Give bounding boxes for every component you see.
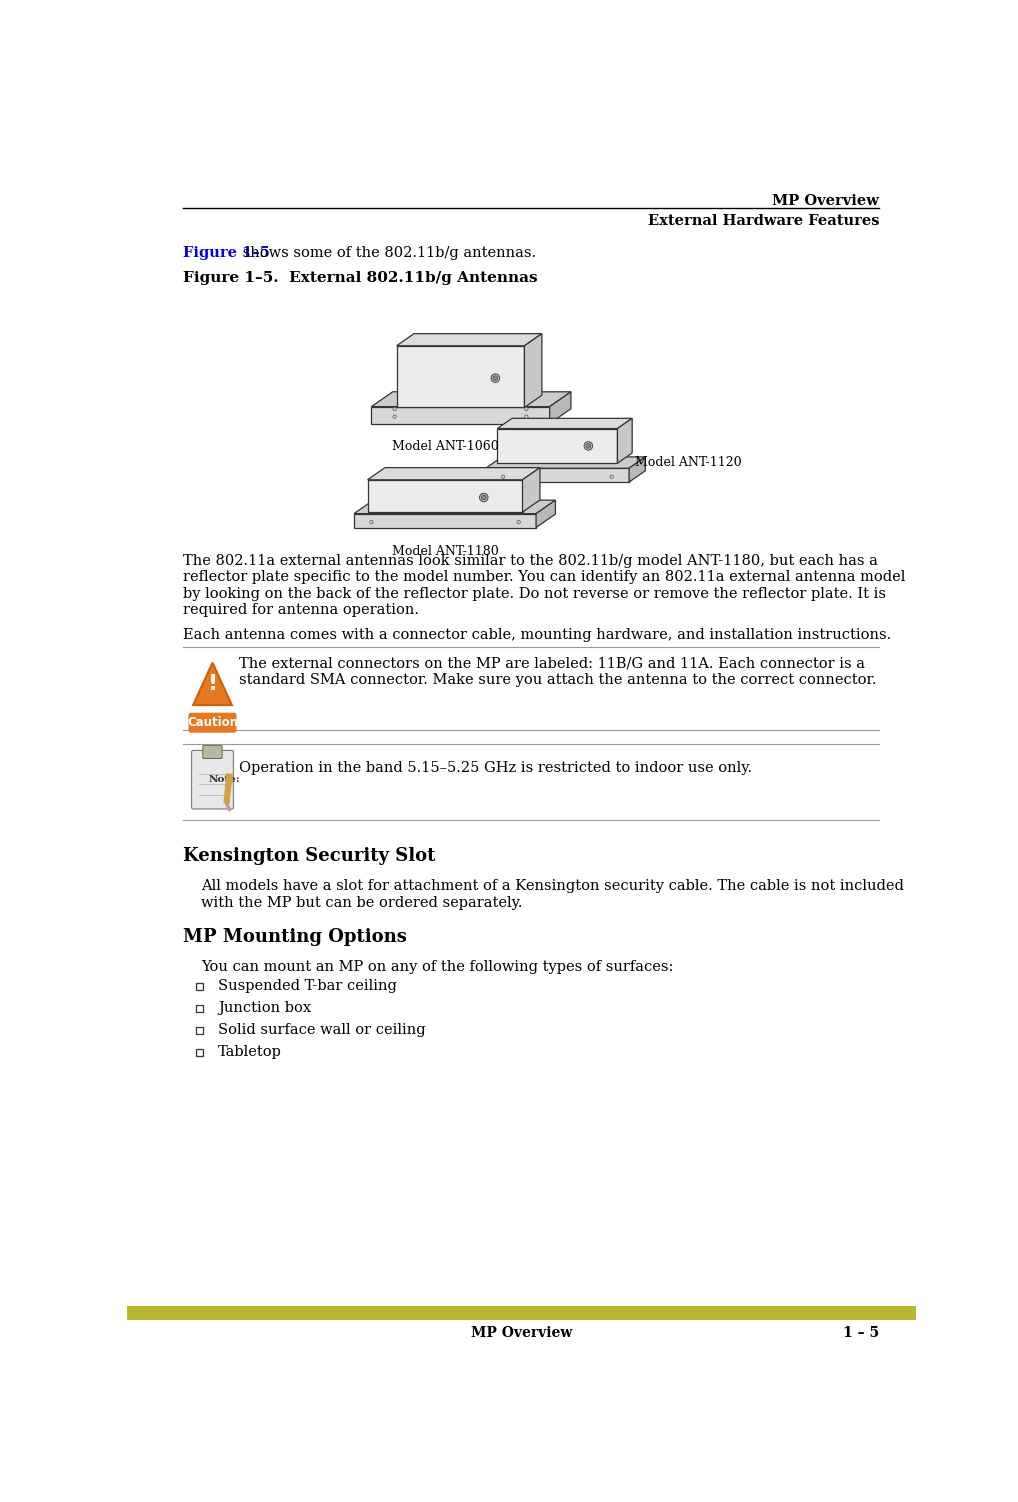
- Text: External Hardware Features: External Hardware Features: [647, 215, 879, 228]
- Polygon shape: [486, 457, 645, 469]
- FancyBboxPatch shape: [195, 1027, 203, 1033]
- Circle shape: [586, 443, 590, 448]
- Text: Suspended T-bar ceiling: Suspended T-bar ceiling: [218, 979, 397, 993]
- Text: MP Mounting Options: MP Mounting Options: [183, 928, 407, 946]
- Circle shape: [393, 407, 396, 410]
- Circle shape: [524, 415, 528, 419]
- Polygon shape: [397, 333, 542, 345]
- Polygon shape: [498, 428, 618, 463]
- Text: shows some of the 802.11b/g antennas.: shows some of the 802.11b/g antennas.: [238, 246, 536, 260]
- Text: The external connectors on the MP are labeled: 11B/G and 11A. Each connector is : The external connectors on the MP are la…: [239, 656, 865, 670]
- Text: Model ANT-1120: Model ANT-1120: [635, 457, 741, 469]
- Circle shape: [211, 706, 215, 710]
- Text: Figure 1–5.  External 802.11b/g Antennas: Figure 1–5. External 802.11b/g Antennas: [183, 270, 538, 285]
- Polygon shape: [397, 345, 524, 407]
- Polygon shape: [486, 469, 629, 482]
- Circle shape: [393, 415, 396, 419]
- Text: Solid surface wall or ceiling: Solid surface wall or ceiling: [218, 1023, 426, 1038]
- Circle shape: [502, 475, 505, 478]
- Text: required for antenna operation.: required for antenna operation.: [183, 604, 419, 617]
- FancyBboxPatch shape: [188, 712, 236, 733]
- Circle shape: [524, 407, 528, 410]
- Text: reflector plate specific to the model number. You can identify an 802.11a extern: reflector plate specific to the model nu…: [183, 571, 905, 584]
- Circle shape: [610, 475, 613, 478]
- Polygon shape: [536, 500, 556, 527]
- Polygon shape: [372, 407, 550, 424]
- Text: Tabletop: Tabletop: [218, 1045, 282, 1059]
- Text: by looking on the back of the reflector plate. Do not reverse or remove the refl: by looking on the back of the reflector …: [183, 587, 886, 601]
- Circle shape: [482, 496, 486, 500]
- Text: with the MP but can be ordered separately.: with the MP but can be ordered separatel…: [201, 895, 522, 910]
- Polygon shape: [524, 333, 542, 407]
- FancyBboxPatch shape: [191, 751, 233, 810]
- Text: 1 – 5: 1 – 5: [843, 1326, 879, 1340]
- FancyBboxPatch shape: [127, 1305, 916, 1320]
- Circle shape: [491, 374, 500, 383]
- Circle shape: [584, 442, 592, 451]
- Text: Each antenna comes with a connector cable, mounting hardware, and installation i: Each antenna comes with a connector cabl…: [183, 628, 892, 641]
- Polygon shape: [498, 419, 632, 428]
- Text: Figure 1–5: Figure 1–5: [183, 246, 270, 260]
- FancyBboxPatch shape: [203, 745, 222, 759]
- FancyBboxPatch shape: [195, 1005, 203, 1012]
- Text: !: !: [208, 674, 218, 694]
- FancyBboxPatch shape: [195, 982, 203, 990]
- Polygon shape: [522, 467, 540, 512]
- Text: You can mount an MP on any of the following types of surfaces:: You can mount an MP on any of the follow…: [201, 960, 673, 975]
- FancyBboxPatch shape: [195, 1048, 203, 1056]
- Text: Model ANT-1060: Model ANT-1060: [392, 440, 499, 452]
- Text: Operation in the band 5.15–5.25 GHz is restricted to indoor use only.: Operation in the band 5.15–5.25 GHz is r…: [239, 762, 752, 775]
- Circle shape: [479, 493, 488, 502]
- Text: All models have a slot for attachment of a Kensington security cable. The cable : All models have a slot for attachment of…: [201, 879, 904, 894]
- Text: standard SMA connector. Make sure you attach the antenna to the correct connecto: standard SMA connector. Make sure you at…: [239, 673, 876, 686]
- Polygon shape: [367, 467, 540, 479]
- Text: The 802.11a external antennas look similar to the 802.11b/g model ANT-1180, but : The 802.11a external antennas look simil…: [183, 554, 878, 568]
- Circle shape: [493, 376, 498, 380]
- Text: MP Overview: MP Overview: [471, 1326, 572, 1340]
- Text: Model ANT-1180: Model ANT-1180: [392, 545, 499, 559]
- Circle shape: [517, 520, 520, 524]
- Text: Kensington Security Slot: Kensington Security Slot: [183, 847, 436, 865]
- Text: Junction box: Junction box: [218, 1002, 312, 1015]
- Polygon shape: [372, 392, 571, 407]
- Text: MP Overview: MP Overview: [772, 194, 879, 209]
- Polygon shape: [193, 662, 232, 704]
- Text: Note:: Note:: [209, 775, 240, 784]
- Circle shape: [370, 520, 373, 524]
- Polygon shape: [618, 419, 632, 463]
- Text: Caution: Caution: [187, 716, 238, 728]
- Polygon shape: [354, 514, 536, 527]
- Polygon shape: [367, 479, 522, 512]
- Polygon shape: [354, 500, 556, 514]
- Polygon shape: [629, 457, 645, 482]
- Polygon shape: [550, 392, 571, 424]
